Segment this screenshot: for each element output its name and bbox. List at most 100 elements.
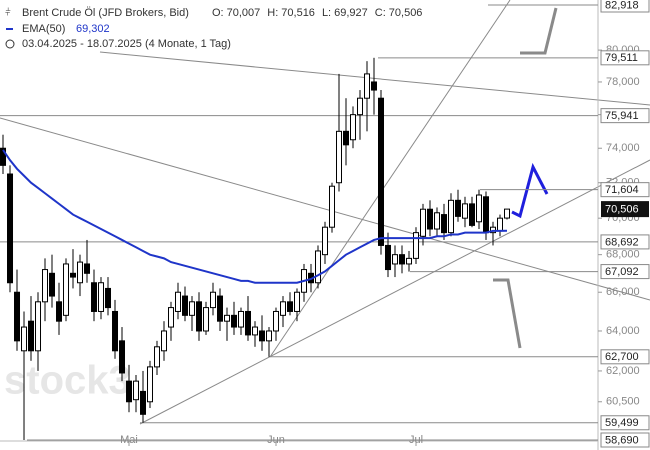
clock-icon — [5, 39, 15, 49]
candle-body — [105, 287, 112, 309]
ohlc-label: L: — [322, 7, 331, 19]
candle-body — [91, 282, 98, 312]
legend: ⫩ Brent Crude Öl (JFD Brokers, Bid) EMA(… — [5, 7, 231, 50]
candle-body — [126, 380, 133, 403]
candle-body — [84, 263, 91, 274]
candle-body — [245, 310, 252, 336]
candle-body — [392, 254, 399, 265]
candle-body — [259, 330, 266, 342]
y-tick-label: 64,000 — [606, 325, 640, 337]
level-box — [600, 264, 650, 280]
scenario-arrow — [511, 162, 549, 219]
candle-body — [35, 301, 42, 352]
candle-body — [0, 147, 7, 166]
ohlc-label: C: — [375, 7, 386, 19]
candle-body — [98, 282, 105, 312]
watermark: stock3 — [4, 359, 131, 403]
y-tick-label: 66,000 — [606, 286, 640, 298]
candle-body — [497, 217, 504, 232]
candle-body — [280, 301, 287, 316]
candle-body — [455, 199, 462, 217]
candle-body — [252, 326, 259, 336]
candle-body — [294, 291, 301, 312]
candle-body — [70, 272, 77, 278]
candle-body — [483, 196, 490, 234]
candle-body — [196, 301, 203, 332]
candle-body — [385, 244, 392, 271]
candle-body — [336, 130, 343, 184]
level-label: 58,690 — [605, 434, 639, 446]
candle-body — [406, 257, 413, 265]
candle-body — [189, 301, 196, 316]
y-tick-label: 68,000 — [606, 249, 640, 261]
last-price-box — [601, 201, 649, 218]
level-box — [600, 108, 650, 124]
y-tick-label: 60,500 — [606, 396, 640, 408]
candle-body — [238, 310, 245, 328]
candle-body — [154, 346, 161, 368]
candle-body — [77, 261, 84, 284]
candle-body — [175, 291, 182, 312]
candle-body — [21, 326, 28, 352]
trend-line — [0, 117, 650, 301]
scenario-arrow — [520, 7, 558, 55]
candle-body — [371, 81, 378, 91]
level-box — [600, 432, 650, 448]
level-box — [600, 0, 650, 13]
y-tick-label: 78,000 — [606, 76, 640, 88]
level-label: 62,700 — [605, 351, 639, 363]
level-label: 68,692 — [605, 236, 639, 248]
candle-body — [49, 272, 56, 297]
trend-lines — [0, 0, 650, 425]
candle-body — [217, 295, 224, 322]
y-tick-label: 74,000 — [606, 142, 640, 154]
level-label: 67,092 — [605, 266, 639, 278]
candle-body — [413, 232, 420, 259]
candle-body — [441, 214, 448, 234]
candle-body — [119, 340, 126, 374]
candle-body — [343, 130, 350, 146]
ohlc-value: 70,506 — [389, 7, 423, 19]
ohlc-value: 70,007 — [227, 7, 261, 19]
instrument: Brent Crude Öl (JFD Brokers, Bid) — [22, 7, 189, 19]
legend-label: EMA(50) — [22, 23, 65, 35]
candle-body — [462, 203, 469, 219]
candle-body — [168, 307, 175, 328]
candle-body — [469, 203, 476, 226]
candle-body — [133, 380, 140, 401]
legend-icon: ⫩ — [5, 7, 11, 19]
trend-line — [269, 0, 511, 358]
candle-body — [329, 185, 336, 228]
candle-body — [14, 291, 21, 342]
level-box — [600, 234, 650, 250]
date-range: 03.04.2025 - 18.07.2025 (4 Monate, 1 Tag… — [22, 38, 231, 50]
level-box — [600, 349, 650, 365]
candle-body — [182, 295, 189, 316]
level-label: 71,604 — [605, 184, 639, 196]
ohlc-label: O: — [212, 7, 224, 19]
candle-body — [434, 212, 441, 230]
trend-line — [99, 51, 650, 106]
candle-body — [224, 314, 231, 322]
level-box — [600, 415, 650, 431]
candle-body — [42, 269, 49, 303]
candle-body — [504, 208, 511, 219]
ohlc-value: 69,927 — [334, 7, 368, 19]
candle-body — [287, 301, 294, 312]
candle-body — [420, 208, 427, 237]
last-price-label: 70,506 — [605, 204, 639, 216]
candle-body — [448, 199, 455, 234]
candle-body — [231, 314, 238, 328]
level-label: 82,918 — [605, 0, 639, 11]
level-label: 79,511 — [605, 52, 638, 64]
candle-body — [147, 366, 154, 403]
candle-body — [56, 301, 63, 322]
level-label: 59,499 — [605, 417, 639, 429]
candle-body — [427, 208, 434, 230]
candle-body — [350, 114, 357, 141]
candle-body — [203, 307, 210, 332]
candle-body — [112, 310, 119, 352]
level-box — [600, 50, 650, 66]
